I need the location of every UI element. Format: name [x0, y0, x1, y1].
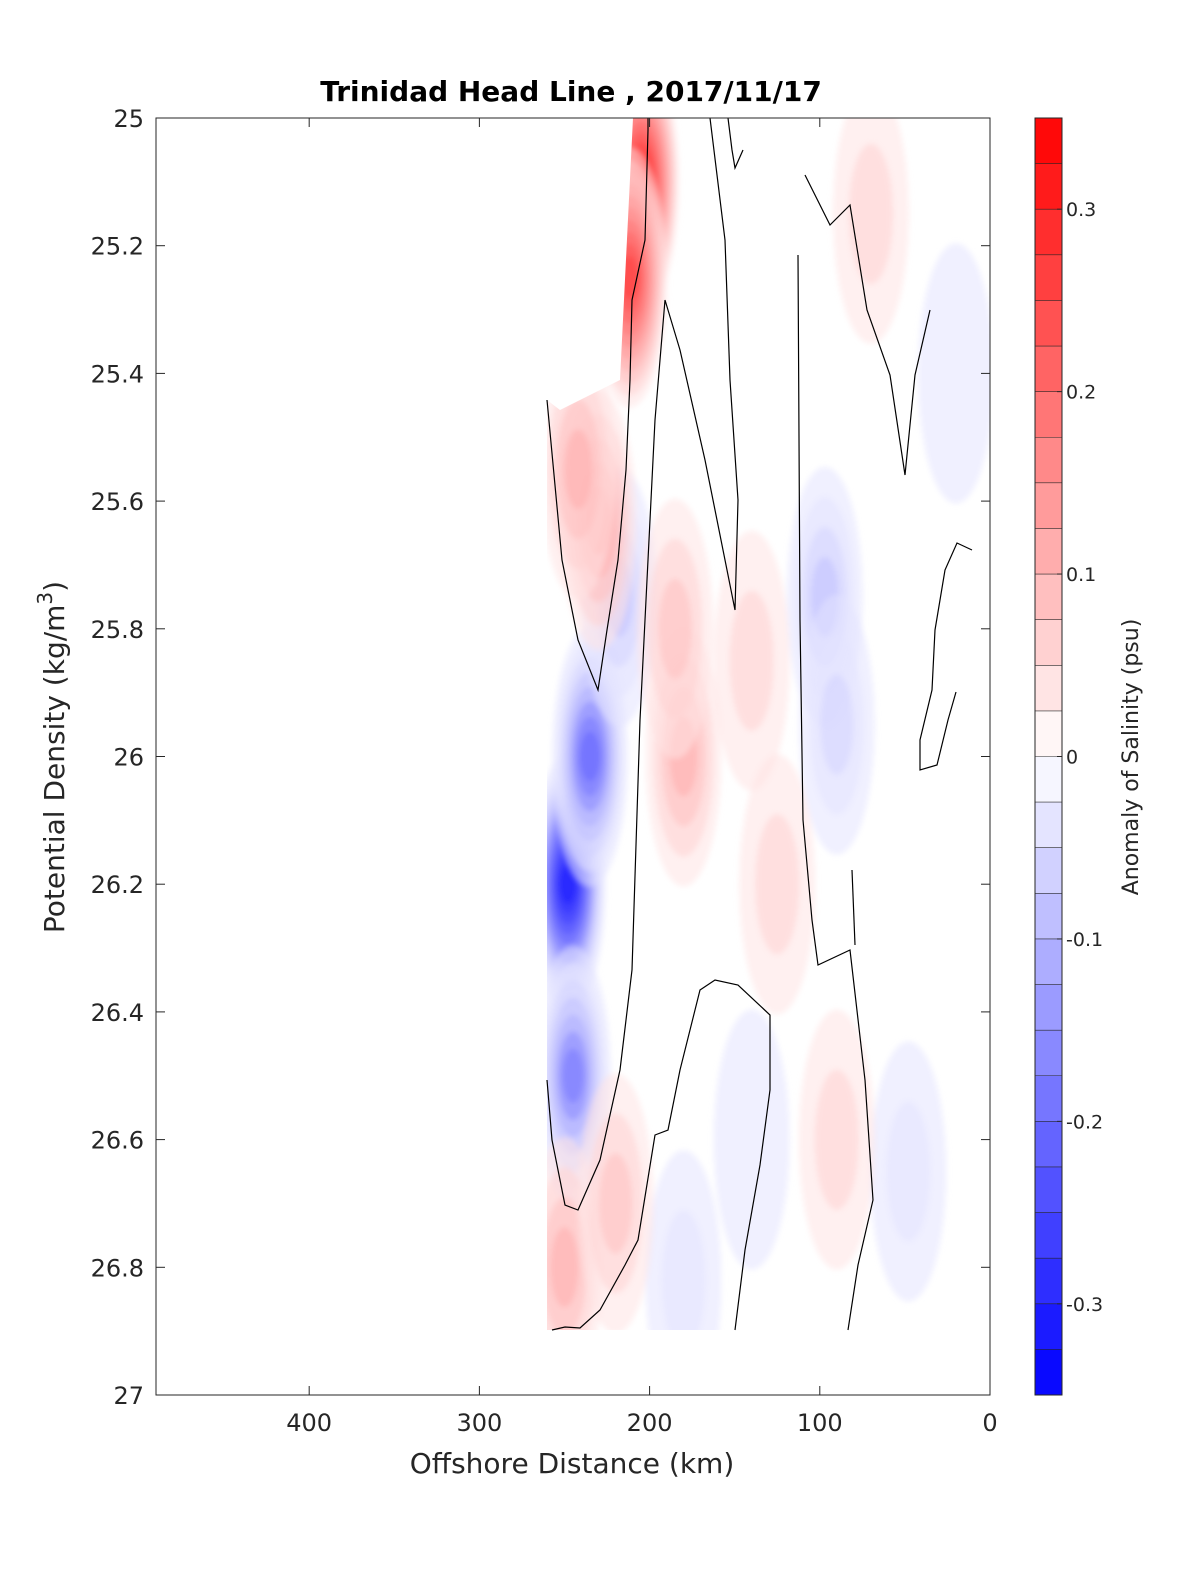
y-axis: 25 25.2 25.4 25.6 25.8 26 26.2 26.4 26.6 26.8 27 — [91, 105, 990, 1410]
colorbar-level — [1035, 482, 1062, 529]
anomaly-level — [550, 1227, 579, 1308]
anomaly-level — [848, 143, 893, 284]
colorbar-tick-label: 0.1 — [1066, 564, 1096, 586]
plot-area: 400 300 200 100 0 25 25.2 25.4 25.6 25.8 26 26.2 26… — [91, 105, 998, 1437]
colorbar-level — [1035, 1258, 1062, 1305]
colorbar-level — [1035, 346, 1062, 393]
x-tick-label: 400 — [286, 1409, 332, 1437]
x-axis: 400 300 200 100 0 — [286, 118, 998, 1437]
y-tick-label: 25 — [113, 105, 144, 133]
y-tick-label: 26.4 — [91, 999, 144, 1027]
y-tick-label: 26.6 — [91, 1127, 144, 1155]
colorbar-level — [1035, 574, 1062, 621]
anomaly-level — [729, 590, 774, 731]
x-tick-label: 300 — [456, 1409, 502, 1437]
colorbar-level — [1035, 1212, 1062, 1259]
x-tick-label: 0 — [982, 1409, 997, 1437]
zero-contour-line — [551, 979, 771, 1331]
anomaly-level — [814, 1069, 859, 1210]
colorbar-level — [1035, 984, 1062, 1031]
colorbar-level — [1035, 1303, 1062, 1350]
zero-contours — [546, 117, 973, 1331]
anomaly-level — [820, 674, 854, 775]
x-tick-label: 100 — [797, 1409, 843, 1437]
x-axis-label: Offshore Distance (km) — [410, 1447, 735, 1480]
salinity-field — [547, 118, 990, 1330]
zero-contour-line — [546, 117, 739, 1211]
chart-title: Trinidad Head Line , 2017/11/17 — [320, 75, 822, 108]
colorbar-level — [1035, 665, 1062, 712]
colorbar-tick-label: 0 — [1066, 747, 1078, 769]
colorbar-level — [1035, 1166, 1062, 1214]
colorbar-level — [1035, 391, 1062, 438]
colorbar-tick-label: -0.2 — [1066, 1111, 1103, 1133]
anomaly-level — [661, 1210, 706, 1330]
y-tick-label: 25.4 — [91, 360, 144, 388]
colorbar-level — [1035, 1075, 1062, 1122]
y-tick-label: 25.8 — [91, 616, 144, 644]
y-tick-label: 26.2 — [91, 871, 144, 899]
anomaly-level — [598, 1153, 633, 1254]
y-tick-label: 25.6 — [91, 488, 144, 516]
zero-contour-line — [546, 118, 649, 693]
colorbar-level — [1035, 1121, 1062, 1168]
colorbar-level — [1035, 1030, 1062, 1077]
zero-contour-line — [851, 869, 856, 946]
zero-contour-line — [804, 174, 931, 476]
colorbar-level — [1035, 756, 1062, 803]
colorbar-tick-label: 0.2 — [1066, 382, 1096, 404]
y-tick-label: 26.8 — [91, 1254, 144, 1282]
y-axis-label-superscript: 3 — [33, 592, 57, 605]
x-tick-label: 200 — [627, 1409, 673, 1437]
anomaly-level — [559, 864, 577, 905]
colorbar-level — [1035, 802, 1062, 849]
anomaly-level — [580, 731, 600, 782]
y-tick-label: 26 — [113, 744, 144, 772]
zero-contour-line — [919, 542, 973, 771]
anomaly-level — [564, 429, 593, 510]
colorbar-level — [1035, 437, 1062, 484]
y-axis-label-close: ) — [38, 581, 71, 592]
anomaly-level — [713, 1009, 790, 1270]
anomaly-level — [886, 1101, 931, 1242]
colorbar-label: Anomaly of Salinity (psu) — [1119, 619, 1144, 896]
colorbar-level — [1035, 847, 1062, 894]
colorbar-level — [1035, 254, 1062, 301]
colorbar-level — [1035, 118, 1062, 165]
colorbar-level — [1035, 893, 1062, 940]
colorbar-level — [1035, 619, 1062, 666]
anomaly-level — [562, 1048, 584, 1103]
y-axis-label: Potential Density (kg/m3) — [33, 581, 71, 933]
colorbar-level — [1035, 938, 1062, 986]
zero-contour-line — [727, 117, 744, 171]
colorbar-level — [1035, 1349, 1062, 1396]
y-tick-label: 25.2 — [91, 233, 144, 261]
zero-contour-line — [797, 254, 874, 1331]
anomaly-level — [658, 578, 692, 679]
colorbar-level — [1035, 528, 1062, 575]
anomaly-level — [755, 814, 800, 955]
colorbar-level — [1035, 163, 1062, 210]
colorbar: 0.3 0.2 0.1 0 -0.1 -0.2 -0.3 — [1034, 117, 1103, 1396]
y-axis-label-main: Potential Density (kg/m — [38, 605, 71, 934]
colorbar-level — [1035, 710, 1062, 757]
y-tick-label: 27 — [113, 1382, 144, 1410]
colorbar-level — [1035, 209, 1062, 256]
colorbar-level — [1035, 300, 1062, 347]
colorbar-tick-label: 0.3 — [1066, 199, 1096, 221]
colorbar-tick-label: -0.3 — [1066, 1294, 1103, 1316]
anomaly-level — [918, 243, 990, 504]
colorbar-tick-label: -0.1 — [1066, 929, 1103, 951]
